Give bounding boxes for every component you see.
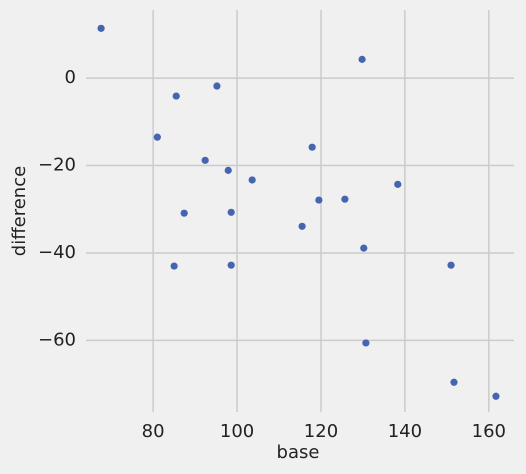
x-tick-label: 160 <box>472 421 506 442</box>
point <box>298 222 306 230</box>
point <box>201 156 209 164</box>
point <box>227 261 235 269</box>
point <box>360 244 368 252</box>
point <box>447 261 455 269</box>
y-axis-label: difference <box>9 166 30 256</box>
x-tick-label: 120 <box>304 421 338 442</box>
x-tick-label: 100 <box>220 421 254 442</box>
y-tick-label: −20 <box>38 155 76 176</box>
y-tick-label: 0 <box>65 67 76 88</box>
y-tick-label: −60 <box>38 329 76 350</box>
point <box>224 166 232 174</box>
point <box>394 180 402 188</box>
point <box>492 392 500 400</box>
point <box>170 262 178 270</box>
point <box>172 92 180 100</box>
point <box>308 143 316 151</box>
point <box>213 82 221 90</box>
point <box>358 55 366 63</box>
point <box>248 176 256 184</box>
point <box>153 133 161 141</box>
point <box>341 195 349 203</box>
point <box>227 208 235 216</box>
x-axis-label: base <box>277 442 320 463</box>
point <box>97 24 105 32</box>
point <box>362 339 370 347</box>
point <box>180 209 188 217</box>
x-tick-label: 140 <box>388 421 422 442</box>
y-tick-label: −40 <box>38 242 76 263</box>
point <box>315 196 323 204</box>
x-tick-label: 80 <box>142 421 165 442</box>
point <box>450 378 458 386</box>
